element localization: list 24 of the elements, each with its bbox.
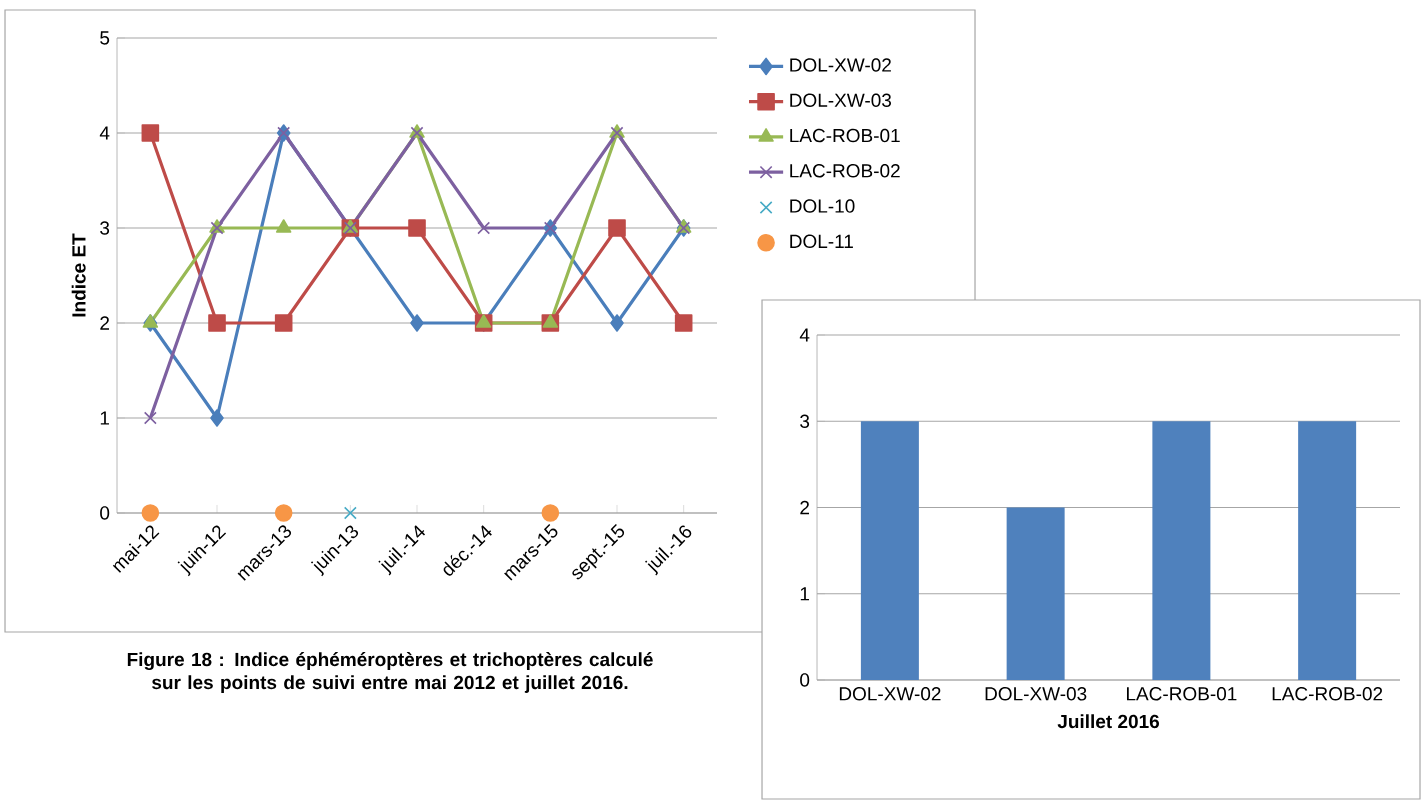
y-tick-label: 0 [800,673,810,687]
y-tick-label: 1 [800,587,810,601]
legend-label: DOL-XW-03 [790,93,892,107]
y-tick-label: 4 [799,328,810,342]
x-tick-label: LAC-ROB-02 [1272,687,1383,701]
legend-label: LAC-ROB-01 [790,128,900,143]
legend-label: LAC-ROB-02 [790,164,900,178]
y-tick-label: 4 [99,126,110,140]
y-axis-title: Indice ET [71,233,86,317]
legend-label: DOL-11 [790,234,853,249]
y-tick-label: 1 [100,411,110,425]
y-tick-label: 2 [100,316,110,330]
y-tick-label: 5 [100,31,110,45]
legend-label: DOL-10 [790,199,855,213]
y-tick-label: 2 [800,500,810,515]
y-tick-label: 3 [800,414,810,428]
x-tick-label: DOL-XW-03 [985,687,1087,701]
x-tick-label: DOL-XW-02 [839,687,941,701]
y-tick-label: 0 [100,506,110,520]
legend-label: DOL-XW-02 [790,58,891,72]
caption: Figure 18 : Indice éphéméroptères et trichoptères calculé sur les points de suivi entre mai 2012 et juillet 2016. [127,652,653,693]
y-tick-label: 3 [100,221,110,235]
x-axis-title: Juillet 2016 [1057,714,1160,729]
x-tick-label: LAC-ROB-01 [1126,687,1237,701]
